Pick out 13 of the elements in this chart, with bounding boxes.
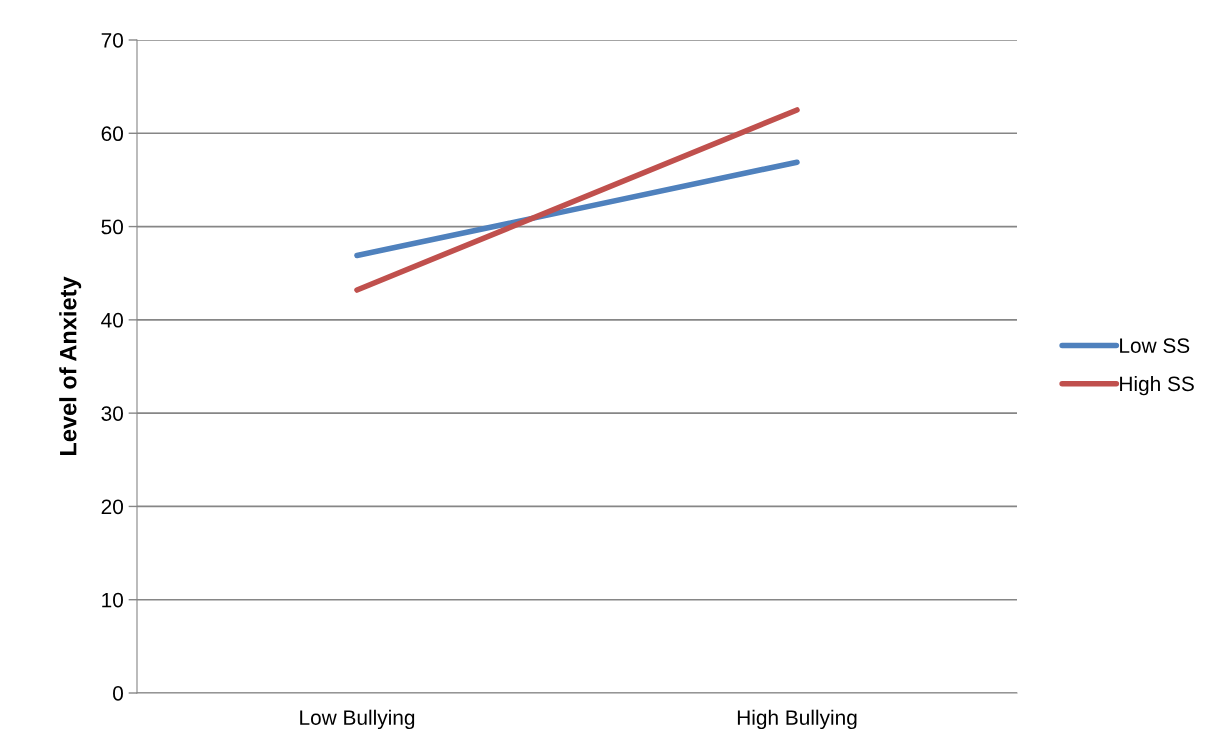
y-tick-label: 10: [102, 592, 123, 608]
legend-label: High SS: [1120, 375, 1194, 396]
y-tick-label: 40: [101, 312, 123, 328]
y-tick-label: 50: [101, 219, 123, 235]
y-tick-label: 30: [101, 406, 123, 421]
y-axis-title: Level of Anxiety: [59, 276, 82, 456]
y-tick-label: 70: [101, 33, 123, 48]
x-tick-label: Low Bullying: [300, 709, 415, 730]
y-tick-label: 60: [101, 126, 123, 142]
x-tick-label: High Bullying: [737, 709, 857, 730]
y-tick-label: 20: [101, 499, 123, 515]
y-tick-label: 0: [113, 686, 123, 701]
legend-label: Low SS: [1120, 338, 1190, 354]
